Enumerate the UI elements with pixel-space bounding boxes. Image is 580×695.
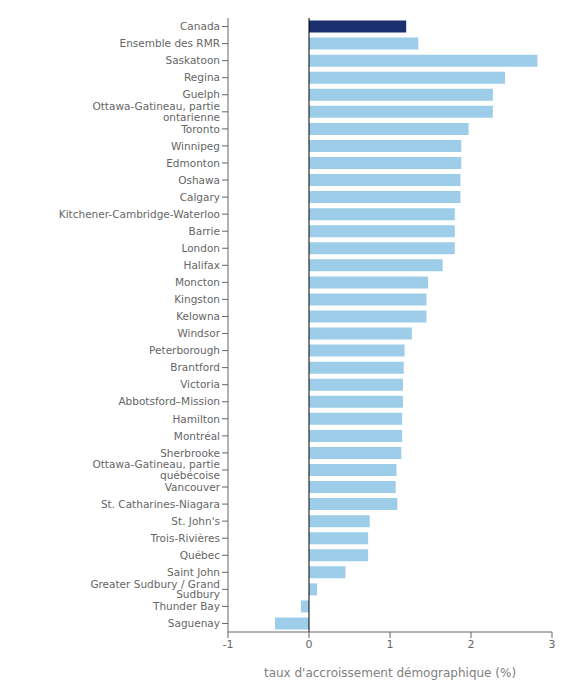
svg-text:Ottawa-Gatineau, partiequébéco: Ottawa-Gatineau, partiequébécoise <box>92 458 220 481</box>
svg-text:Halifax: Halifax <box>183 259 220 271</box>
svg-text:Abbotsford–Mission: Abbotsford–Mission <box>118 395 220 407</box>
svg-text:Toronto: Toronto <box>180 123 220 135</box>
svg-text:Kelowna: Kelowna <box>176 310 220 322</box>
svg-text:Regina: Regina <box>184 71 220 83</box>
svg-text:Brantford: Brantford <box>170 361 220 373</box>
svg-text:Kitchener-Cambridge-Waterloo: Kitchener-Cambridge-Waterloo <box>59 208 220 220</box>
svg-text:Ottawa-Gatineau, partieontarie: Ottawa-Gatineau, partieontarienne <box>92 100 220 123</box>
svg-text:Hamilton: Hamilton <box>172 413 220 425</box>
svg-text:St. Catharines-Niagara: St. Catharines-Niagara <box>101 498 220 510</box>
svg-text:Saint John: Saint John <box>167 566 220 578</box>
svg-text:Oshawa: Oshawa <box>178 174 220 186</box>
svg-text:Greater Sudbury / GrandSudbury: Greater Sudbury / GrandSudbury <box>90 578 220 601</box>
svg-text:Ensemble des RMR: Ensemble des RMR <box>120 37 220 49</box>
svg-text:Vancouver: Vancouver <box>165 481 221 493</box>
svg-text:Canada: Canada <box>180 20 220 32</box>
svg-text:taux d'accroissement démograph: taux d'accroissement démographique (%) <box>264 666 516 680</box>
svg-text:1: 1 <box>387 638 394 651</box>
svg-text:London: London <box>182 242 221 254</box>
svg-text:St. John's: St. John's <box>171 515 220 527</box>
svg-text:Moncton: Moncton <box>175 276 220 288</box>
svg-text:Guelph: Guelph <box>183 88 221 100</box>
svg-text:Peterborough: Peterborough <box>149 344 220 356</box>
svg-text:Calgary: Calgary <box>180 191 220 203</box>
svg-text:Sherbrooke: Sherbrooke <box>160 447 220 459</box>
svg-text:3: 3 <box>549 638 556 651</box>
svg-text:Victoria: Victoria <box>180 378 220 390</box>
svg-text:Montréal: Montréal <box>174 430 220 442</box>
svg-text:Thunder Bay: Thunder Bay <box>152 600 220 612</box>
svg-text:Windsor: Windsor <box>177 327 220 339</box>
svg-text:Winnipeg: Winnipeg <box>171 140 220 152</box>
svg-text:-1: -1 <box>223 638 234 651</box>
svg-text:Barrie: Barrie <box>189 225 220 237</box>
svg-text:Kingston: Kingston <box>174 293 220 305</box>
svg-text:0: 0 <box>306 638 313 651</box>
svg-text:Québec: Québec <box>180 549 221 561</box>
svg-text:Saskatoon: Saskatoon <box>165 54 220 66</box>
svg-text:Saguenay: Saguenay <box>168 617 220 629</box>
svg-text:Trois-Rivières: Trois-Rivières <box>150 532 220 544</box>
svg-text:Edmonton: Edmonton <box>166 157 220 169</box>
svg-text:2: 2 <box>468 638 475 651</box>
